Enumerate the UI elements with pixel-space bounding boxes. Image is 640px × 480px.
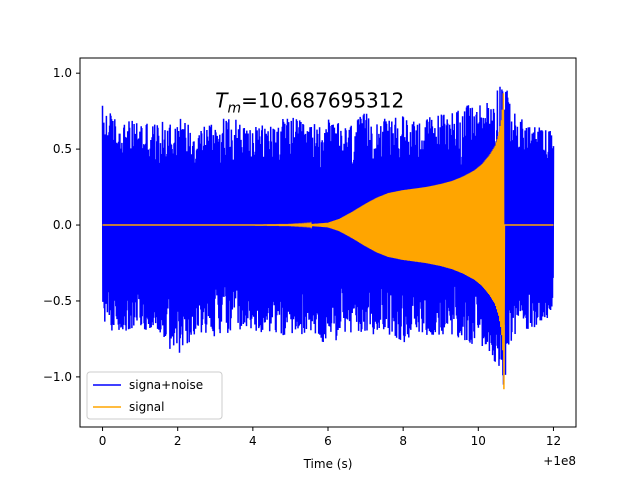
y-tick-label: −0.5	[43, 294, 72, 308]
x-tick-label: 8	[399, 434, 407, 448]
annotation-subscript: m	[227, 101, 241, 117]
y-tick-label: 0.5	[53, 142, 72, 156]
ticks-layer: 0 2 4 6 8 10 12 −1.0 −0.5 0.0 0.5 1.0	[43, 66, 561, 448]
plot-data-layer	[101, 86, 555, 390]
x-axis-offset-label: +1e8	[543, 454, 576, 468]
annotation-value: =10.687695312	[241, 89, 404, 113]
series-signal-line	[102, 93, 554, 390]
x-tick-label: 10	[471, 434, 486, 448]
x-tick-label: 2	[174, 434, 182, 448]
merger-time-annotation: Tm=10.687695312	[215, 89, 404, 117]
legend-label-signal: signal	[129, 400, 165, 414]
legend-label-signal-noise: signa+noise	[129, 378, 203, 392]
x-tick-label: 6	[324, 434, 332, 448]
y-tick-label: 1.0	[53, 66, 72, 80]
y-tick-label: −1.0	[43, 370, 72, 384]
x-axis-label: Time (s)	[303, 457, 353, 471]
annotation-symbol: T	[215, 89, 229, 113]
legend: signa+noise signal	[86, 371, 223, 420]
y-tick-label: 0.0	[53, 218, 72, 232]
x-tick-label: 12	[546, 434, 561, 448]
x-tick-label: 4	[249, 434, 257, 448]
x-tick-label: 0	[99, 434, 107, 448]
